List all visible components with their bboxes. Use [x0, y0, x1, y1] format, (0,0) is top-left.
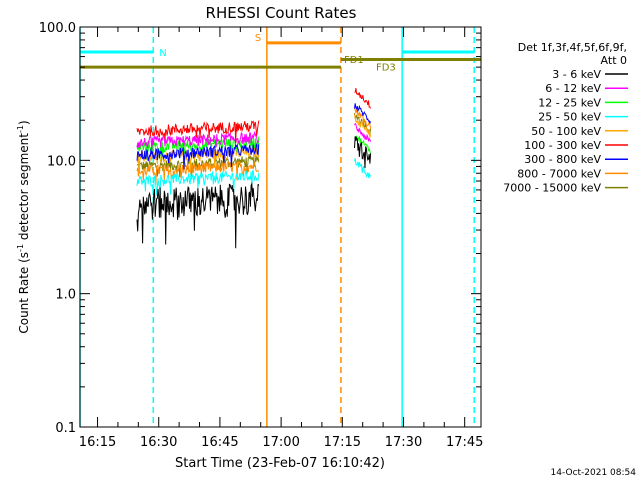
legend-item-label: 7000 - 15000 keV [503, 182, 601, 195]
y-tick-label: 100.0 [39, 21, 76, 36]
y-tick-label: 1.0 [55, 288, 76, 303]
x-tick-label: 17:15 [324, 435, 361, 450]
chart-title: RHESSI Count Rates [206, 4, 357, 22]
y-axis-label-part: detector segment [17, 133, 31, 244]
y-axis-label: Count Rate (s-1 detector segment-1) [16, 120, 31, 333]
data-series-line [354, 103, 372, 125]
data-series-line [136, 182, 260, 249]
y-axis-label-sup: -1 [16, 244, 25, 252]
x-tick-label: 17:00 [262, 435, 299, 450]
x-tick-labels: 16:15 16:30 16:45 17:00 17:15 17:30 17:45 [79, 435, 484, 450]
footer-date: 14-Oct-2021 08:54 [551, 468, 637, 478]
plot-frame [79, 26, 482, 428]
plot-lines [79, 27, 475, 427]
x-axis-label: Start Time (23-Feb-07 16:10:42) [175, 456, 385, 471]
data-series-line [136, 161, 260, 186]
data-series-line [354, 88, 372, 109]
data-series-line [354, 136, 372, 169]
x-tick-label: 17:30 [385, 435, 422, 450]
legend-header: Att 0 [601, 54, 627, 67]
x-tick-label: 16:30 [140, 435, 177, 450]
legend-header: Det 1f,3f,4f,5f,6f,9f, [518, 41, 627, 54]
y-axis-label-sup: -1 [16, 125, 25, 133]
y-tick-labels: 0.1 1.0 10.0 100.0 [39, 21, 76, 436]
legend-item-label: 100 - 300 keV [524, 139, 601, 152]
data-series-line [354, 114, 372, 138]
y-tick-label: 0.1 [55, 421, 76, 436]
legend-item-label: 25 - 50 keV [538, 111, 601, 124]
axis-ticks [80, 26, 481, 428]
chart-legend: Det 1f,3f,4f,5f,6f,9f, Att 0 3 - 6 keV6 … [503, 41, 628, 195]
data-series-line [136, 154, 260, 178]
data-series-line [136, 142, 260, 170]
plot-series [136, 88, 372, 249]
legend-item-label: 12 - 25 keV [538, 96, 601, 109]
legend-item-label: 6 - 12 keV [545, 82, 601, 95]
annotation-label: N [159, 48, 166, 59]
annotation-label: FD3 [376, 63, 396, 74]
x-tick-label: 16:45 [201, 435, 238, 450]
y-axis-label-part: Count Rate (s [17, 252, 31, 334]
annotation-label: S [255, 33, 261, 44]
data-series-line [136, 120, 260, 144]
legend-item-label: 300 - 800 keV [524, 153, 601, 166]
data-series-line [354, 158, 372, 179]
y-axis-label-part: ) [17, 120, 31, 125]
legend-item-label: 50 - 100 keV [531, 125, 601, 138]
data-series-line [354, 122, 372, 142]
legend-item-label: 3 - 6 keV [552, 68, 601, 81]
data-series-line [136, 130, 260, 151]
y-tick-label: 10.0 [47, 154, 76, 169]
legend-item-label: 800 - 7000 keV [517, 167, 601, 180]
x-tick-label: 17:45 [446, 435, 483, 450]
x-tick-label: 16:15 [79, 435, 116, 450]
plot-annotations: NSFD1FD3 [80, 33, 481, 74]
